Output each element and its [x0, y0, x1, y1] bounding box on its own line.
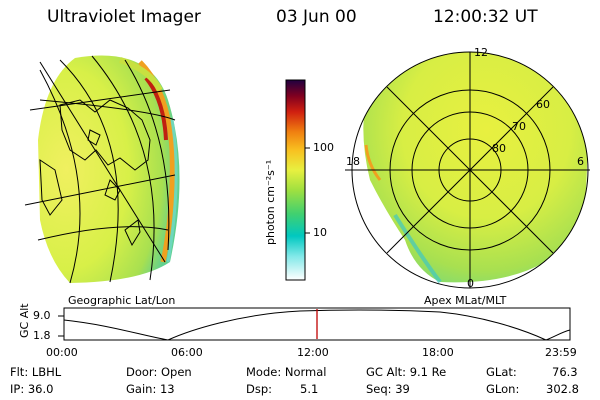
seq-info: Seq: 39 [366, 382, 410, 396]
gain-info: Gain: 13 [126, 382, 175, 396]
time-label: 12:00:32 UT [433, 7, 538, 27]
apex-polar-plot [345, 51, 590, 289]
glon-label: GLon: [486, 382, 520, 396]
glat-value: 76.3 [552, 365, 578, 379]
gc-alt-info: GC Alt: 9.1 Re [366, 365, 447, 379]
apex-caption: Apex MLat/MLT [424, 294, 507, 307]
timeline-xtick-1200: 12:00 [297, 346, 329, 359]
filter-info: Flt: LBHL [10, 365, 62, 379]
mlt-label-0: 0 [467, 277, 474, 290]
timeline-xtick-1800: 18:00 [422, 346, 454, 359]
dsp-value: 5.1 [300, 382, 319, 396]
timeline-ylabel: GC Alt [18, 303, 31, 338]
altitude-curve [63, 309, 571, 341]
timeline-xtick-0000: 00:00 [46, 346, 78, 359]
timeline-xtick-0600: 06:00 [171, 346, 203, 359]
door-info: Door: Open [126, 365, 192, 379]
colorbar-unit-label: photon cm⁻²s⁻¹ [264, 159, 277, 245]
timeline-xtick-2359: 23:59 [545, 346, 577, 359]
mlt-label-18: 18 [346, 155, 360, 168]
mlat-label-60: 60 [536, 98, 550, 111]
date-label: 03 Jun 00 [276, 7, 357, 27]
glon-value: 302.8 [546, 382, 579, 396]
ip-info: IP: 36.0 [10, 382, 54, 396]
geographic-caption: Geographic Lat/Lon [68, 294, 176, 307]
colorbar-tick-100: 100 [313, 141, 334, 154]
timeline-ytick-1-8: 1.8 [33, 329, 51, 342]
mlat-label-80: 80 [492, 142, 506, 155]
mlt-label-12: 12 [474, 46, 488, 59]
instrument-title: Ultraviolet Imager [47, 7, 201, 27]
geo-grid [24, 55, 176, 284]
colorbar [285, 79, 306, 281]
geographic-image [24, 55, 180, 284]
glat-label: GLat: [486, 365, 517, 379]
mlat-label-70: 70 [512, 120, 526, 133]
mlt-label-6: 6 [577, 155, 584, 168]
dsp-label: Dsp: [246, 382, 273, 396]
mode-info: Mode: Normal [246, 365, 327, 379]
timeline-ytick-9: 9.0 [33, 309, 51, 322]
colorbar-tick-10: 10 [313, 226, 327, 239]
altitude-timeline [58, 307, 571, 341]
